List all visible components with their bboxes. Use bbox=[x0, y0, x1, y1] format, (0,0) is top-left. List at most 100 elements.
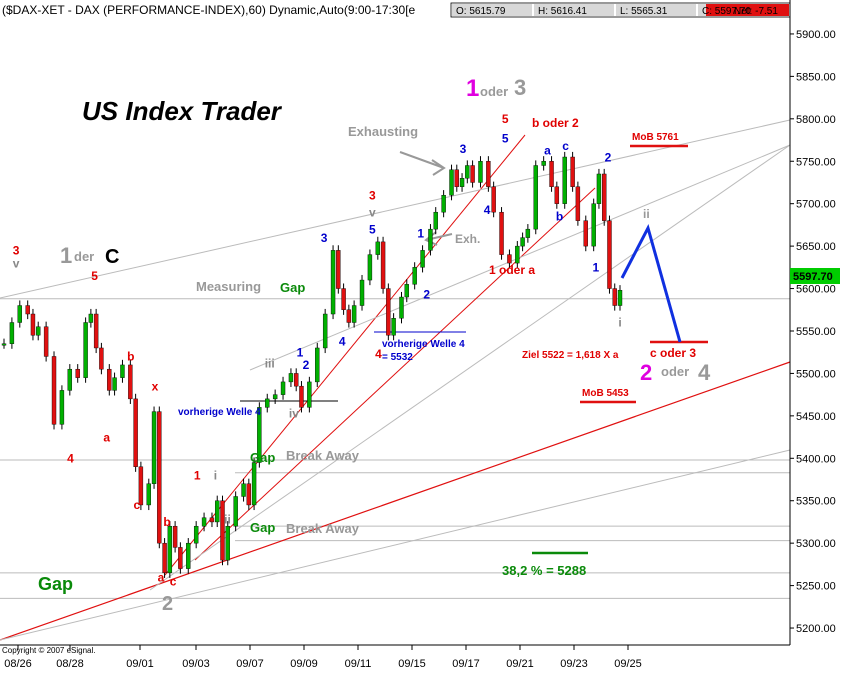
candle-body bbox=[330, 250, 336, 315]
candle-body bbox=[515, 245, 520, 264]
brand-title: US Index Trader bbox=[82, 96, 283, 126]
candle-body bbox=[562, 156, 567, 204]
candle-body bbox=[151, 411, 157, 484]
wave-1-der-c-small: der bbox=[74, 249, 94, 264]
candle-body bbox=[341, 288, 346, 310]
y-tick-label: 5200.00 bbox=[796, 623, 836, 635]
wave-1-der-c-end: C bbox=[105, 246, 119, 268]
wave-mark: i bbox=[214, 469, 217, 483]
candle-body bbox=[225, 525, 230, 561]
gap-label-2: Gap bbox=[250, 520, 275, 535]
candle-body bbox=[59, 390, 65, 425]
y-tick-label: 5600.00 bbox=[796, 284, 836, 296]
gap-label-3: Gap bbox=[280, 280, 305, 295]
mob-top-label: MoB 5761 bbox=[632, 132, 679, 143]
high-value: H: 5616.41 bbox=[538, 6, 587, 17]
x-tick-label: 09/25 bbox=[614, 658, 642, 670]
open-value: O: 5615.79 bbox=[456, 6, 506, 17]
vorherige-welle-4-label-2: vorherige Welle 4 bbox=[382, 339, 465, 350]
candle-body bbox=[478, 161, 483, 183]
gap-label-1: Gap bbox=[250, 450, 275, 465]
exh-label: Exh. bbox=[455, 232, 480, 246]
candle-body bbox=[172, 525, 178, 548]
high-cell bbox=[534, 4, 614, 16]
wave-mark: a bbox=[158, 570, 165, 584]
red-fan-line-2 bbox=[194, 187, 596, 561]
wave-mark: b bbox=[127, 350, 134, 364]
candle-body bbox=[583, 220, 588, 247]
wave-mark: a bbox=[103, 430, 110, 444]
candle-body bbox=[280, 381, 286, 395]
wave-mark: 1 bbox=[417, 227, 424, 241]
wave-mark: 2 bbox=[303, 358, 310, 372]
candle-body bbox=[120, 364, 125, 378]
x-tick-label: 09/23 bbox=[560, 658, 588, 670]
candle-body bbox=[1, 343, 7, 346]
candle-body bbox=[617, 290, 623, 306]
wave-mark: 4 bbox=[339, 334, 346, 348]
one-oder-a-label: 1 oder a bbox=[489, 263, 535, 277]
wave-mark: 3 bbox=[13, 244, 20, 258]
chart-title: ($DAX-XET - DAX (PERFORMANCE-INDEX),60) … bbox=[2, 3, 416, 17]
last-price-badge bbox=[790, 268, 840, 284]
net-cell bbox=[706, 4, 789, 16]
wave-mark: iii bbox=[265, 356, 275, 370]
wave-mark: a bbox=[544, 143, 551, 157]
y-tick-label: 5850.00 bbox=[796, 71, 836, 83]
candle-body bbox=[157, 411, 162, 544]
candle-body bbox=[470, 165, 475, 183]
x-axis: 08/26 08/28 09/01 09/03 09/07 09/09 09/11 09/15… bbox=[4, 645, 642, 670]
wave-mark: 3 bbox=[369, 188, 376, 202]
grey-fan-line-2 bbox=[249, 144, 791, 371]
wave-mark: ii bbox=[224, 513, 231, 527]
candle-body bbox=[454, 169, 459, 187]
candle-body bbox=[380, 241, 386, 289]
candle-body bbox=[533, 165, 538, 230]
wave-1-der-c-big: 1 bbox=[60, 243, 72, 268]
candle-body bbox=[233, 496, 238, 527]
projection-path bbox=[620, 223, 682, 343]
candle-body bbox=[607, 220, 612, 289]
grey-fan-line bbox=[149, 144, 791, 591]
candle-body bbox=[612, 288, 617, 306]
fib-label: 38,2 % = 5288 bbox=[502, 563, 586, 578]
candle-body bbox=[162, 542, 167, 574]
wave-2-oder-4-big: 2 bbox=[640, 360, 652, 385]
candle-body bbox=[75, 368, 80, 378]
net-value: Net: -7.51 bbox=[734, 6, 778, 17]
wave-mark: b bbox=[556, 210, 563, 224]
wave-mark: c bbox=[134, 498, 141, 512]
y-tick-label: 5400.00 bbox=[796, 453, 836, 465]
breakaway-label-1: Break Away bbox=[286, 448, 360, 463]
red-fan-line bbox=[164, 134, 526, 576]
candle-body bbox=[307, 381, 312, 408]
lower-channel-line bbox=[0, 449, 791, 641]
wave-mark: 4 bbox=[484, 203, 491, 217]
exhausting-label: Exhausting bbox=[348, 124, 418, 139]
candle-body bbox=[201, 517, 207, 527]
exhausting-arrow bbox=[399, 151, 446, 176]
copyright: Copyright © 2007 eSignal. bbox=[2, 646, 96, 655]
candle-body bbox=[288, 373, 294, 383]
wave-mark: 1 bbox=[194, 469, 201, 483]
candle-body bbox=[541, 161, 546, 166]
candle-body bbox=[128, 364, 133, 400]
candle-body bbox=[399, 296, 404, 319]
candle-body bbox=[346, 309, 352, 323]
y-axis: 5900.00 5850.00 5800.00 5750.00 5700.00 5650.… bbox=[790, 29, 836, 635]
candle-body bbox=[520, 237, 525, 247]
wave-mark: i bbox=[618, 316, 621, 330]
breakaway-label-2: Break Away bbox=[286, 521, 360, 536]
x-tick-label: 09/15 bbox=[398, 658, 426, 670]
candle-body bbox=[499, 211, 504, 255]
x-tick-label: 09/07 bbox=[236, 658, 264, 670]
candles bbox=[1, 151, 623, 578]
wave-mark: 3 bbox=[321, 231, 328, 245]
wave-1-oder-3-end: 3 bbox=[514, 75, 526, 100]
main-red-trendline bbox=[0, 361, 791, 641]
candle-body bbox=[186, 542, 191, 569]
candle-body bbox=[193, 525, 199, 544]
candle-body bbox=[441, 194, 446, 213]
